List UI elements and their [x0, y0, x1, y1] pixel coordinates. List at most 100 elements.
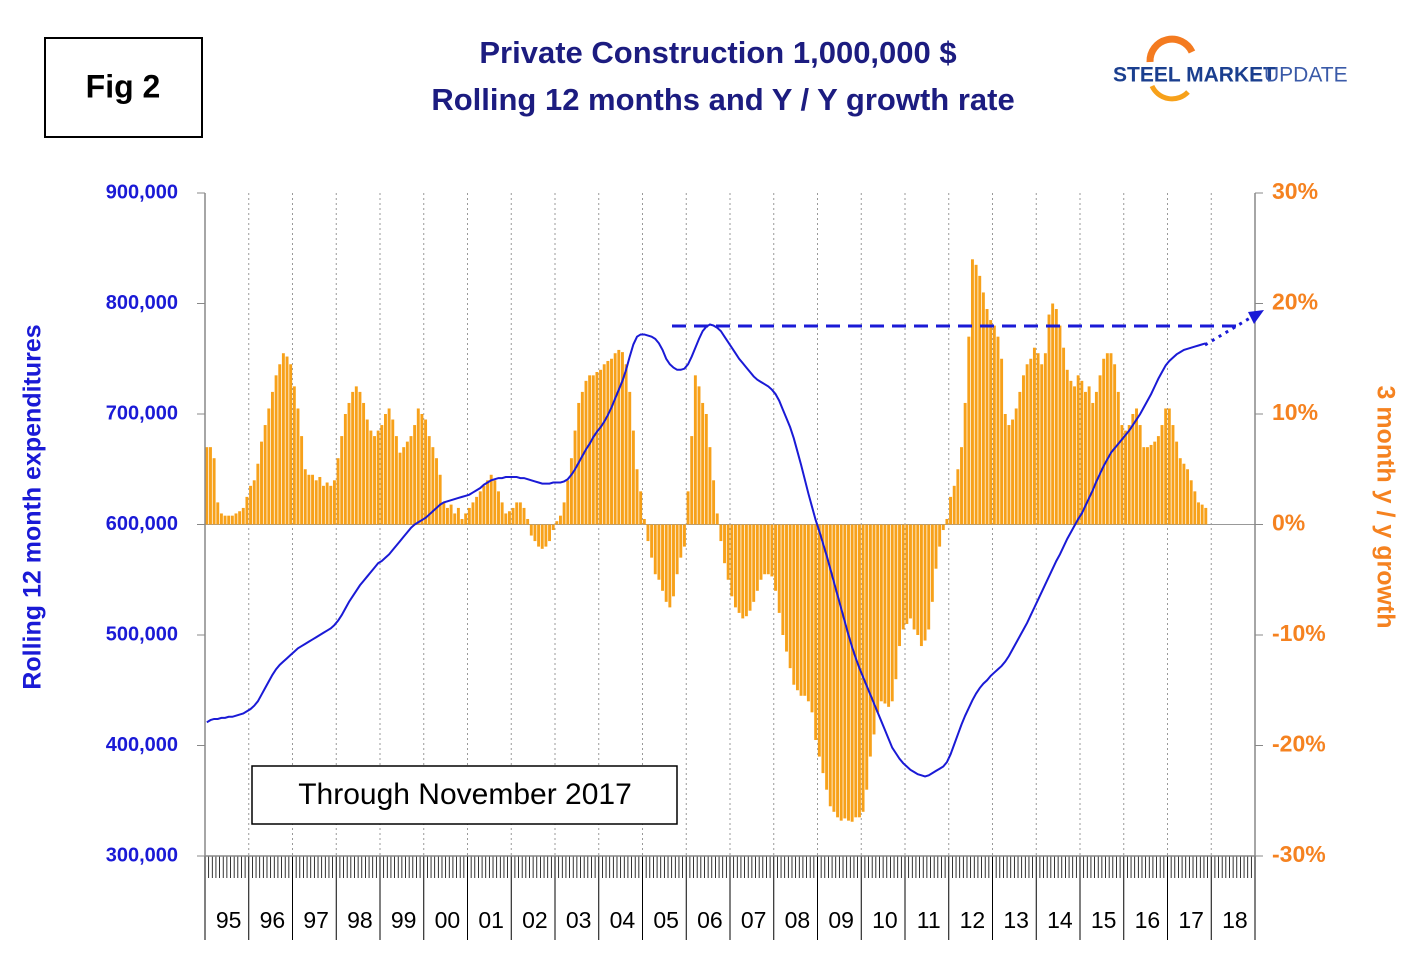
- bar: [471, 502, 475, 525]
- bar: [464, 513, 468, 525]
- y-tick-label: 400,000: [106, 734, 178, 756]
- x-tick-label: 03: [566, 907, 592, 933]
- y2-axis-title: 3 month y / y growth: [1371, 385, 1399, 628]
- bar: [898, 524, 901, 647]
- bar: [281, 353, 285, 525]
- bar: [664, 524, 668, 602]
- bar: [1054, 309, 1058, 525]
- bar: [311, 474, 315, 525]
- bar: [646, 524, 650, 542]
- bar: [431, 447, 435, 525]
- logo-swirl: [1149, 84, 1190, 102]
- x-tick-label: 01: [478, 907, 504, 933]
- bar: [1193, 491, 1197, 525]
- bar: [515, 502, 519, 525]
- x-tick-label: 08: [785, 907, 811, 933]
- annotation: Through November 2017: [298, 778, 632, 811]
- bar: [1025, 364, 1029, 525]
- bar: [792, 524, 796, 685]
- bar: [252, 480, 256, 525]
- bar: [843, 524, 847, 819]
- bar: [427, 436, 431, 525]
- y-tick-label: 300,000: [106, 844, 178, 866]
- bar: [974, 264, 978, 525]
- bar: [449, 504, 453, 525]
- bar: [486, 480, 490, 525]
- x-tick-label: 09: [828, 907, 854, 933]
- bar: [456, 507, 460, 525]
- bar: [744, 524, 748, 617]
- x-tick-label: 07: [741, 907, 767, 933]
- bar: [737, 524, 741, 613]
- bar: [795, 524, 799, 691]
- bar: [1189, 480, 1193, 525]
- bar: [770, 524, 774, 577]
- bar: [460, 518, 464, 525]
- bar: [872, 524, 876, 735]
- bar: [617, 349, 621, 525]
- bar: [245, 496, 249, 525]
- bar: [788, 524, 792, 669]
- bar: [916, 524, 920, 635]
- y-tick-label: 900,000: [106, 181, 178, 203]
- bar: [766, 524, 770, 575]
- bar: [285, 356, 289, 525]
- bar: [1058, 325, 1062, 525]
- bar: [493, 480, 497, 525]
- x-tick-label: 00: [435, 907, 461, 933]
- bar: [708, 447, 712, 525]
- bar: [1105, 353, 1109, 525]
- bar: [300, 436, 304, 525]
- bar: [373, 436, 376, 525]
- bar: [1175, 441, 1179, 525]
- bar: [402, 447, 406, 525]
- bar: [354, 386, 358, 525]
- bar: [1062, 347, 1066, 525]
- y-tick-label: 700,000: [106, 402, 178, 424]
- bar: [610, 358, 613, 525]
- bar: [1160, 425, 1164, 525]
- chart-subtitle: Rolling 12 months and Y / Y growth rate: [431, 82, 1014, 117]
- plot-area: 300,000 400,000 500,000 600,000 700,000 800,0…: [106, 178, 1326, 940]
- bar: [384, 414, 387, 525]
- bar: [693, 375, 697, 525]
- bar: [613, 353, 617, 525]
- bar: [1091, 402, 1095, 525]
- bar: [260, 441, 263, 525]
- bar: [865, 524, 869, 790]
- bar: [500, 502, 504, 525]
- bar: [1200, 504, 1204, 525]
- bar: [409, 436, 413, 525]
- bar: [540, 524, 544, 549]
- bar: [1167, 408, 1171, 525]
- bar: [559, 515, 562, 525]
- bar: [230, 515, 234, 525]
- bar: [391, 419, 395, 525]
- bar: [650, 524, 654, 558]
- bar: [857, 524, 861, 818]
- bar: [1032, 347, 1036, 525]
- bar: [376, 430, 380, 525]
- y2-tick-label: 0%: [1272, 510, 1305, 536]
- bar: [952, 485, 956, 525]
- bar: [1007, 425, 1011, 525]
- x-tick-label: 12: [960, 907, 986, 933]
- bar: [741, 524, 745, 619]
- projection-line: [1204, 316, 1251, 347]
- bar: [912, 524, 916, 630]
- bar: [588, 375, 592, 525]
- bar: [883, 524, 887, 704]
- bar: [205, 447, 209, 525]
- bar: [1065, 369, 1069, 525]
- bar: [985, 309, 989, 525]
- bar: [267, 408, 271, 525]
- bar: [263, 425, 267, 525]
- bar: [296, 408, 300, 525]
- bar: [868, 524, 872, 757]
- bar: [1186, 469, 1190, 525]
- bar: [803, 524, 807, 696]
- bar: [887, 524, 891, 707]
- bar: [562, 502, 566, 525]
- bar: [398, 452, 402, 525]
- bar: [686, 491, 690, 525]
